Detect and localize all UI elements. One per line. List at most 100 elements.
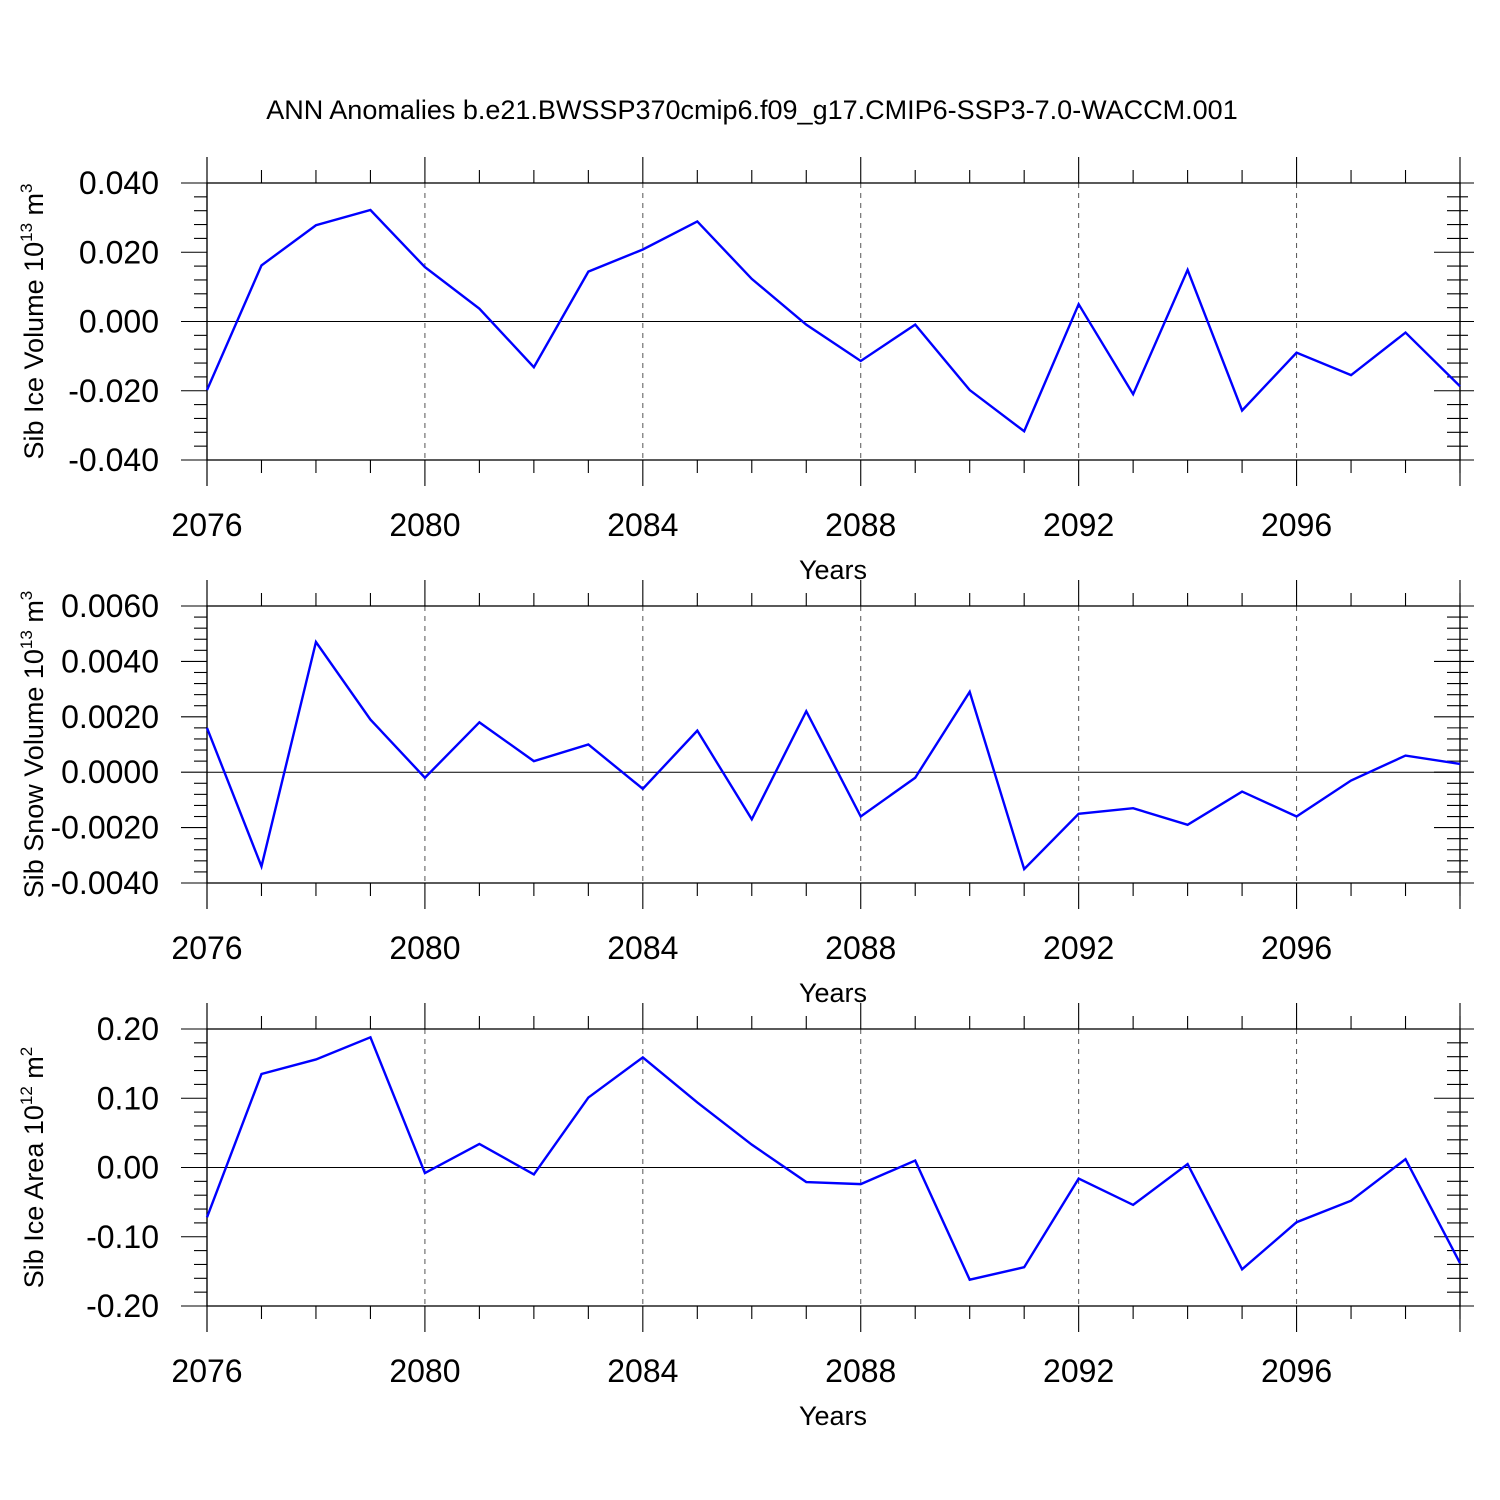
data-point [532,1172,536,1176]
data-point [913,1159,917,1163]
data-point [314,640,318,644]
plot-frame [206,605,1461,884]
y-tick-label: -0.0020 [50,810,159,846]
y-tick-label: 0.040 [79,165,159,201]
data-point [368,718,372,722]
data-point [913,323,917,327]
data-point [586,270,590,274]
data-point [1077,302,1081,306]
x-tick-label: 2076 [171,930,242,966]
data-point [1240,1267,1244,1271]
data-point [259,1072,263,1076]
data-point [477,1142,481,1146]
data-point [1186,823,1190,827]
y-tick-label: -0.0040 [50,865,159,901]
data-point [695,729,699,733]
data-point [259,864,263,868]
data-point [804,1180,808,1184]
data-point [1404,1157,1408,1161]
data-point [859,815,863,819]
data-point [968,388,972,392]
x-tick-label: 2088 [825,1353,896,1389]
panels: -0.040 -0.020 0.000 0.020 0.040 2076 2080 2084 2… [17,157,1474,1431]
data-point [1295,351,1299,355]
data-point [314,1057,318,1061]
y-axis-label: Sib Snow Volume 1013 m3 [17,591,49,899]
data-point [1186,268,1190,272]
data-point [314,223,318,227]
x-tick-label: 2092 [1043,930,1114,966]
x-tick-label: 2088 [825,507,896,543]
data-point [1404,331,1408,335]
y-tick-label: 0.10 [97,1080,159,1116]
y-tick-label: -0.040 [68,442,159,478]
data-point [586,743,590,747]
x-tick-label: 2092 [1043,507,1114,543]
data-point [1077,1177,1081,1181]
data-line [205,639,1461,872]
x-tick-label: 2096 [1261,930,1332,966]
y-tick-label: 0.0040 [61,643,159,679]
data-point [423,1171,427,1175]
figure-title: ANN Anomalies b.e21.BWSSP370cmip6.f09_g1… [266,95,1237,125]
data-point [641,247,645,251]
x-tick-label: 2080 [389,507,460,543]
data-point [695,1100,699,1104]
x-tick-label: 2084 [607,1353,678,1389]
x-axis-label: Years [799,978,867,1008]
x-tick-label: 2084 [607,930,678,966]
x-tick-label: 2088 [825,930,896,966]
data-point [477,720,481,724]
data-point [750,1143,754,1147]
data-point [205,388,209,392]
data-line [205,1035,1462,1282]
data-point [1458,384,1462,388]
panel-1: -0.040 -0.020 0.000 0.020 0.040 2076 2080 2084 2… [17,157,1474,585]
data-point [1295,1220,1299,1224]
data-point [1240,408,1244,412]
y-axis-label: Sib Ice Volume 1013 m3 [17,183,49,459]
data-point [1458,1261,1462,1265]
x-tick-label: 2080 [389,1353,460,1389]
y-tick-label: 0.020 [79,234,159,270]
data-point [859,1182,863,1186]
data-point [695,219,699,223]
y-tick-label: -0.10 [86,1219,159,1255]
x-axis-label: Years [799,555,867,585]
data-point [423,776,427,780]
y-tick-label: 0.00 [97,1150,159,1186]
y-tick-label: -0.020 [68,373,159,409]
panel-2: -0.0040 -0.0020 0.0000 0.0020 0.0040 0.0060 20… [17,580,1474,1008]
data-point [804,709,808,713]
data-point [1240,790,1244,794]
data-point [532,759,536,763]
x-tick-label: 2080 [389,930,460,966]
panel-3: -0.20 -0.10 0.00 0.10 0.20 2076 2080 2084 2088 20… [17,1003,1474,1431]
data-point [1131,392,1135,396]
data-point [205,1215,209,1219]
y-axis-label: Sib Ice Area 1012 m2 [17,1047,49,1289]
data-point [423,265,427,269]
data-point [968,690,972,694]
x-tick-label: 2076 [171,1353,242,1389]
data-point [586,1096,590,1100]
data-point [1349,779,1353,783]
y-tick-label: 0.20 [97,1011,159,1047]
data-point [205,726,209,730]
y-tick-label: 0.0020 [61,699,159,735]
data-point [1349,373,1353,377]
data-point [804,323,808,327]
x-tick-label: 2076 [171,507,242,543]
data-point [1022,1265,1026,1269]
data-point [1131,1203,1135,1207]
data-point [1077,812,1081,816]
x-tick-label: 2096 [1261,1353,1332,1389]
data-point [1131,806,1135,810]
data-point [913,776,917,780]
data-point [750,277,754,281]
data-point [1022,867,1026,871]
y-tick-label: 0.000 [79,304,159,340]
y-tick-label: 0.0060 [61,588,159,624]
data-line [205,208,1461,434]
